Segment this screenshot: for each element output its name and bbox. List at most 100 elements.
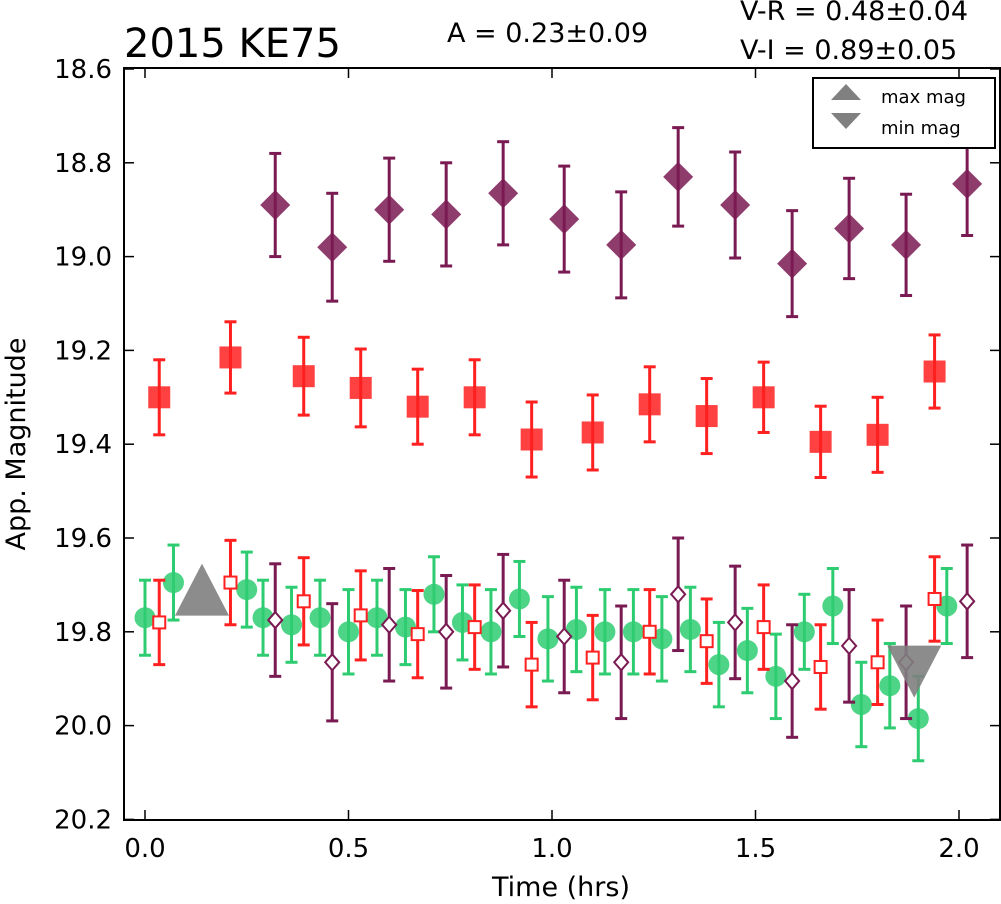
data-point: [520, 428, 543, 451]
data-point: [612, 652, 630, 672]
data-point: [891, 229, 922, 260]
amplitude-annotation: A = 0.23±0.09: [447, 18, 648, 49]
data-point: [594, 621, 616, 643]
legend-min-mag-marker: [831, 113, 861, 129]
data-point: [524, 657, 539, 672]
data-point: [437, 622, 455, 642]
data-point: [219, 346, 242, 369]
min-mag-marker: [887, 645, 942, 698]
data-point: [463, 386, 486, 409]
data-point: [423, 583, 445, 605]
data-point: [292, 365, 315, 388]
data-point: [565, 618, 587, 640]
data-point: [410, 627, 425, 642]
data-point: [338, 621, 359, 643]
y-tick-label: 20.2: [54, 805, 112, 835]
data-point: [813, 659, 828, 674]
y-tick-label: 19.2: [54, 336, 112, 366]
data-point: [638, 393, 661, 416]
data-point: [555, 626, 573, 647]
data-point: [606, 229, 637, 260]
data-point: [260, 190, 291, 221]
data-point: [374, 194, 405, 225]
data-point: [309, 607, 331, 629]
data-point: [809, 430, 832, 453]
y-axis-label: App. Magnitude: [1, 338, 32, 551]
data-point: [152, 615, 167, 630]
data-point: [488, 178, 519, 209]
data-point: [765, 665, 787, 687]
data-point: [783, 671, 801, 691]
y-tick-label: 19.6: [54, 524, 112, 554]
x-tick-label: 0.0: [124, 834, 165, 864]
data-point: [720, 190, 751, 221]
data-point: [380, 615, 398, 635]
data-point: [958, 591, 976, 611]
data-point: [752, 386, 775, 409]
data-point: [669, 584, 687, 604]
chart-title: 2015 KE75: [124, 21, 341, 67]
data-point: [406, 395, 429, 418]
data-point: [866, 423, 889, 446]
data-point: [870, 655, 885, 670]
x-tick-label: 2.0: [938, 834, 979, 864]
data-point: [349, 376, 372, 399]
x-tick-label: 0.5: [328, 834, 369, 864]
series-i-offset: [260, 126, 983, 319]
data-point: [822, 595, 844, 617]
data-point: [431, 199, 462, 230]
data-point: [736, 640, 758, 662]
data-point: [317, 232, 348, 263]
y-tick-label: 19.0: [54, 243, 112, 273]
data-point: [834, 213, 865, 244]
y-tick-label: 19.8: [54, 618, 112, 648]
y-tick-label: 18.6: [54, 55, 112, 85]
series-i: [266, 536, 976, 739]
x-tick-label: 1.5: [735, 834, 776, 864]
y-tick-label: 20.0: [54, 712, 112, 742]
data-point: [266, 610, 284, 630]
data-point: [252, 607, 274, 629]
data-point: [793, 621, 815, 643]
data-point: [494, 601, 512, 621]
data-point: [907, 708, 929, 730]
data-point: [549, 204, 580, 235]
x-tick-label: 1.0: [531, 834, 572, 864]
data-point: [695, 405, 718, 428]
data-point: [537, 628, 559, 650]
data-point: [708, 654, 730, 676]
data-point: [850, 693, 872, 715]
data-point: [622, 621, 644, 643]
plot-axes: 0.0 0.5 1.0 1.5 2.0 18.6 18.8 19.0 19.2 19.4 19.6 1…: [54, 55, 1001, 864]
max-mag-marker: [174, 563, 229, 616]
series-r-offset: [148, 320, 946, 479]
data-point: [134, 607, 156, 629]
data-point: [642, 624, 657, 639]
y-tick-label: 18.8: [54, 149, 112, 179]
data-point: [353, 608, 368, 623]
data-point: [467, 620, 482, 635]
series-r: [152, 538, 942, 711]
data-point: [952, 168, 983, 199]
v-i-annotation: V-I = 0.89±0.05: [740, 35, 957, 66]
data-point: [879, 675, 901, 697]
v-r-annotation: V-R = 0.48±0.04: [740, 0, 968, 27]
data-point: [663, 161, 694, 192]
data-point: [679, 618, 701, 640]
data-point: [223, 575, 238, 590]
legend: max mag min mag: [812, 77, 996, 149]
legend-min-mag-label: min mag: [881, 118, 961, 139]
data-point: [923, 360, 946, 383]
plot-marks: [134, 126, 983, 763]
data-point: [366, 607, 388, 629]
x-axis-label: Time (hrs): [491, 872, 630, 903]
y-tick-label: 19.4: [54, 430, 112, 460]
data-point: [323, 652, 341, 672]
data-point: [777, 248, 808, 279]
series-v: [134, 543, 958, 763]
data-point: [480, 621, 502, 643]
data-point: [581, 421, 604, 444]
data-point: [756, 620, 771, 635]
data-point: [840, 636, 858, 656]
